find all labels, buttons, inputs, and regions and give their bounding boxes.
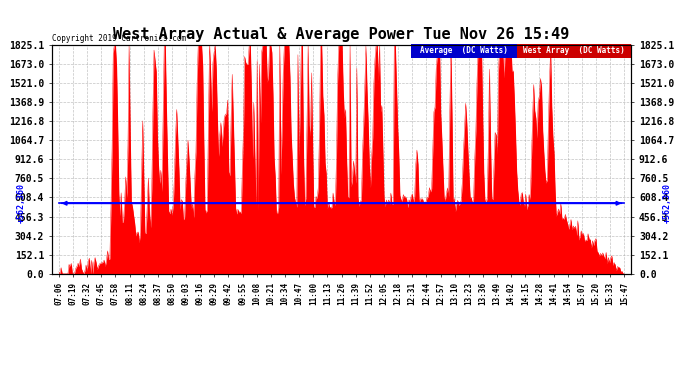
Text: +562,360: +562,360 [663, 183, 672, 223]
Text: +562,360: +562,360 [17, 183, 26, 223]
Text: Copyright 2019 Cartronics.com: Copyright 2019 Cartronics.com [52, 34, 186, 43]
Title: West Array Actual & Average Power Tue Nov 26 15:49: West Array Actual & Average Power Tue No… [113, 27, 570, 42]
